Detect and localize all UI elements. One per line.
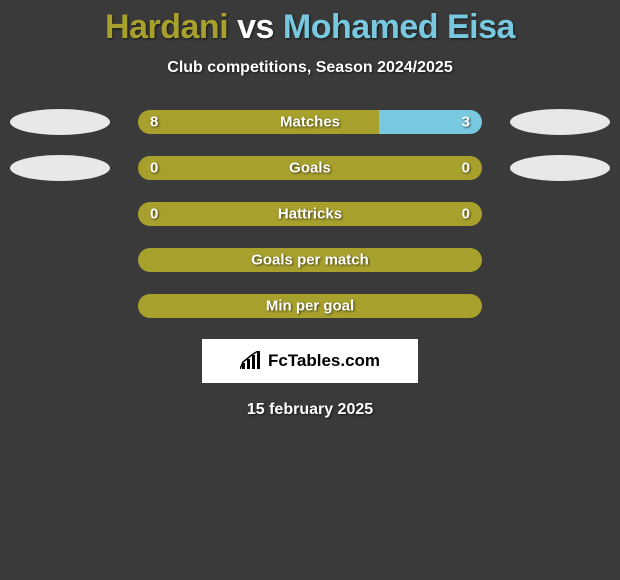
stat-value-right: 3 — [462, 114, 470, 131]
logo-box: FcTables.com — [202, 339, 418, 383]
comparison-title: Hardani vs Mohamed Eisa — [0, 0, 620, 47]
stat-rows: Matches83Goals00Hattricks00Goals per mat… — [0, 109, 620, 319]
logo-text: FcTables.com — [268, 351, 380, 371]
player2-badge — [510, 155, 610, 181]
stat-value-left: 8 — [150, 114, 158, 131]
stat-bar: Hattricks0 0 — [138, 202, 482, 226]
stat-label: Matches — [138, 114, 482, 131]
subtitle: Club competitions, Season 2024/2025 — [0, 59, 620, 77]
stat-row: Hattricks0 0 — [0, 201, 620, 227]
stat-value-left: 0 — [150, 206, 158, 223]
date-text: 15 february 2025 — [0, 401, 620, 419]
stat-row: Min per goal — [0, 293, 620, 319]
stat-row: Matches8 3 — [0, 109, 620, 135]
chart-icon — [240, 351, 264, 371]
player2-name: Mohamed Eisa — [283, 8, 515, 46]
stat-row: Goals per match — [0, 247, 620, 273]
stat-bar: Goals0 0 — [138, 156, 482, 180]
stat-row: Goals0 0 — [0, 155, 620, 181]
stat-value-right: 0 — [462, 160, 470, 177]
vs-text: vs — [237, 8, 274, 46]
stat-label: Goals — [138, 160, 482, 177]
player1-badge — [10, 155, 110, 181]
stat-bar: Matches8 3 — [138, 110, 482, 134]
stat-value-left: 0 — [150, 160, 158, 177]
player2-badge — [510, 109, 610, 135]
stat-bar: Goals per match — [138, 248, 482, 272]
stat-value-right: 0 — [462, 206, 470, 223]
stat-label: Goals per match — [138, 252, 482, 269]
stat-label: Hattricks — [138, 206, 482, 223]
player1-name: Hardani — [105, 8, 228, 46]
stat-label: Min per goal — [138, 298, 482, 315]
player1-badge — [10, 109, 110, 135]
stat-bar: Min per goal — [138, 294, 482, 318]
